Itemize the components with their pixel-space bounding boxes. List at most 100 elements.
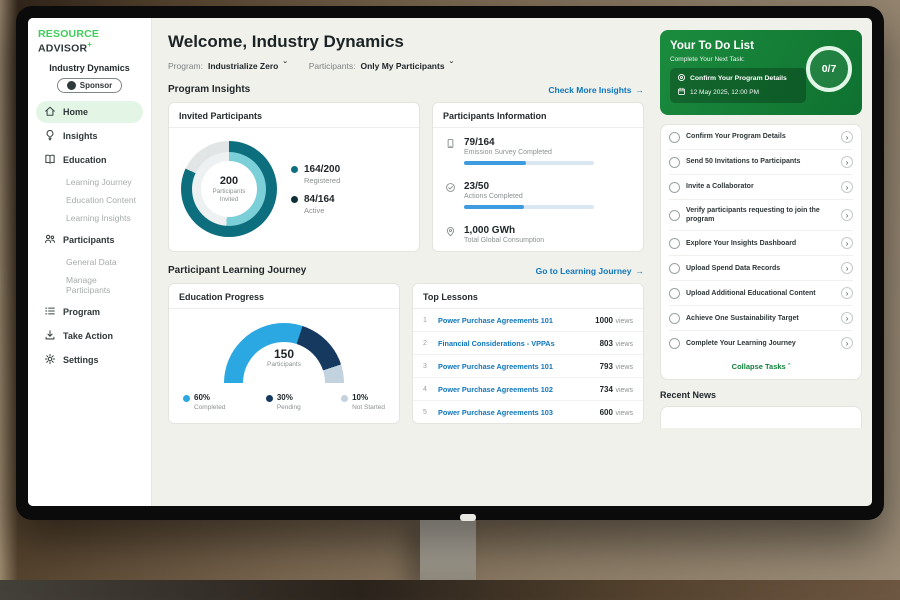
task-checkbox[interactable] xyxy=(669,209,680,221)
sidebar-item-take-action[interactable]: Take Action xyxy=(36,325,143,347)
go-to-learning-journey-link[interactable]: Go to Learning Journey → xyxy=(536,266,644,276)
chevron-right-icon[interactable]: › xyxy=(841,181,853,193)
todo-subtitle: Complete Your Next Task: xyxy=(670,56,745,63)
todo-task-row[interactable]: Confirm Your Program Details › xyxy=(669,125,853,150)
legend-item: 30% Pending xyxy=(265,393,301,411)
chevron-right-icon[interactable]: › xyxy=(841,237,853,250)
task-checkbox[interactable] xyxy=(669,156,680,168)
info-label: Actions Completed xyxy=(464,193,523,200)
task-checkbox[interactable] xyxy=(669,287,680,299)
sidebar-item-insights[interactable]: Insights xyxy=(36,125,143,147)
target-icon xyxy=(677,73,686,84)
chevron-right-icon[interactable]: › xyxy=(841,156,853,168)
todo-task-row[interactable]: Invite a Collaborator › xyxy=(669,175,853,200)
insights-cards-row: Invited Participants 200 Participants In… xyxy=(168,102,644,252)
education-icon xyxy=(44,153,56,167)
learning-journey-header: Participant Learning Journey Go to Learn… xyxy=(168,265,644,276)
lesson-link[interactable]: Power Purchase Agreements 103 xyxy=(438,407,553,417)
education-gauge-wrap: 150 Participants xyxy=(224,323,344,383)
program-value: Industrialize Zero xyxy=(207,61,279,71)
chevron-right-icon[interactable]: › xyxy=(841,287,853,300)
invited-body: 200 Participants Invited 164/200 Registe xyxy=(169,128,419,250)
legend-item: 164/200 Registered xyxy=(291,164,340,185)
todo-task-row[interactable]: Upload Additional Educational Content › xyxy=(669,281,853,307)
sponsor-badge[interactable]: Sponsor xyxy=(56,77,123,93)
legend-item: 60% Completed xyxy=(183,393,225,411)
chevron-right-icon[interactable]: › xyxy=(841,131,853,143)
chevron-down-icon: ˇ xyxy=(283,60,287,72)
sidebar-item-manage-participants[interactable]: Manage Participants xyxy=(36,271,143,299)
location-pin-icon xyxy=(445,226,456,244)
task-checkbox[interactable] xyxy=(669,312,680,324)
lesson-link[interactable]: Power Purchase Agreements 101 xyxy=(438,361,553,371)
desk-edge xyxy=(0,580,900,600)
completed-dot xyxy=(183,395,190,402)
chevron-right-icon[interactable]: › xyxy=(841,209,853,222)
sidebar-item-home[interactable]: Home xyxy=(36,100,143,123)
sidebar-item-education-content[interactable]: Education Content xyxy=(36,191,143,209)
task-checkbox[interactable] xyxy=(669,181,680,193)
screen: RESOURCE ADVISOR+ Industry Dynamics Spon… xyxy=(28,18,872,506)
todo-task-row[interactable]: Complete Your Learning Journey › xyxy=(669,331,853,355)
section-title: Program Insights xyxy=(168,84,251,95)
logo-resource: RESOURCE xyxy=(38,28,100,40)
top-lessons-card: Top Lessons 1 Power Purchase Agreements … xyxy=(412,283,644,424)
sidebar-item-participants[interactable]: Participants xyxy=(36,229,143,251)
task-label: Verify participants requesting to join t… xyxy=(686,207,820,224)
todo-progress-value: 0/7 xyxy=(821,63,837,75)
participants-dropdown[interactable]: Participants: Only My Participants ˇ xyxy=(309,61,453,71)
info-label: Total Global Consumption xyxy=(464,237,545,244)
lesson-row: 2 Financial Considerations - VPPAs 803 v… xyxy=(413,332,643,355)
task-checkbox[interactable] xyxy=(669,337,680,349)
todo-task-row[interactable]: Upload Spend Data Records › xyxy=(669,256,853,282)
sidebar-item-program[interactable]: Program xyxy=(36,301,143,323)
filters-row: Program: Industrialize Zero ˇ Participan… xyxy=(168,61,644,71)
pending-value: 30% xyxy=(276,393,293,402)
task-checkbox[interactable] xyxy=(669,131,680,143)
check-more-insights-link[interactable]: Check More Insights → xyxy=(548,85,644,95)
sidebar: RESOURCE ADVISOR+ Industry Dynamics Spon… xyxy=(28,18,152,506)
chevron-right-icon[interactable]: › xyxy=(841,312,853,325)
todo-task-row[interactable]: Verify participants requesting to join t… xyxy=(669,200,853,232)
lesson-views: 793 views xyxy=(599,362,633,371)
progress-track xyxy=(464,161,594,165)
progress-fill xyxy=(464,205,524,209)
sidebar-item-label: Learning Journey xyxy=(66,176,132,187)
lesson-link[interactable]: Power Purchase Agreements 102 xyxy=(438,384,553,394)
survey-icon xyxy=(445,138,456,165)
lesson-link[interactable]: Financial Considerations - VPPAs xyxy=(438,338,555,348)
lesson-rank: 1 xyxy=(423,316,427,324)
collapse-tasks-button[interactable]: Collapse Tasks ˆ xyxy=(669,355,853,379)
calendar-icon xyxy=(677,87,686,98)
sidebar-item-label: Learning Insights xyxy=(66,212,131,223)
chevron-right-icon[interactable]: › xyxy=(841,337,853,350)
next-task-box[interactable]: Confirm Your Program Details 12 May 2025… xyxy=(670,68,806,103)
sidebar-item-learning-insights[interactable]: Learning Insights xyxy=(36,209,143,227)
chevron-up-icon: ˆ xyxy=(787,362,791,372)
info-value: 23/50 xyxy=(464,181,490,192)
program-dropdown[interactable]: Program: Industrialize Zero ˇ xyxy=(168,61,287,71)
sidebar-item-settings[interactable]: Settings xyxy=(36,349,143,371)
todo-task-row[interactable]: Explore Your Insights Dashboard › xyxy=(669,231,853,257)
insights-icon xyxy=(44,129,56,143)
resource-advisor-logo: RESOURCE ADVISOR+ xyxy=(36,28,143,63)
info-row: 1,000 GWh Total Global Consumption xyxy=(433,216,643,251)
info-value: 1,000 GWh xyxy=(464,225,516,236)
todo-task-row[interactable]: Achieve One Sustainability Target › xyxy=(669,306,853,332)
lesson-rank: 2 xyxy=(423,339,427,347)
task-checkbox[interactable] xyxy=(669,237,680,249)
sidebar-item-general-data[interactable]: General Data xyxy=(36,253,143,271)
task-checkbox[interactable] xyxy=(669,262,680,274)
monitor: RESOURCE ADVISOR+ Industry Dynamics Spon… xyxy=(16,6,884,521)
completed-label: Completed xyxy=(194,404,226,411)
card-title: Top Lessons xyxy=(413,284,643,309)
invited-total-label: Participants Invited xyxy=(212,187,246,203)
todo-task-row[interactable]: Send 50 Invitations to Participants › xyxy=(669,150,853,175)
lesson-link[interactable]: Power Purchase Agreements 101 xyxy=(438,315,553,325)
chevron-right-icon[interactable]: › xyxy=(841,262,853,275)
sidebar-item-learning-journey[interactable]: Learning Journey xyxy=(36,173,143,191)
todo-title: Your To Do List xyxy=(670,40,754,52)
sidebar-item-label: Manage Participants xyxy=(66,274,111,295)
sidebar-item-education[interactable]: Education xyxy=(36,149,143,171)
chevron-down-icon: ˇ xyxy=(449,60,453,72)
